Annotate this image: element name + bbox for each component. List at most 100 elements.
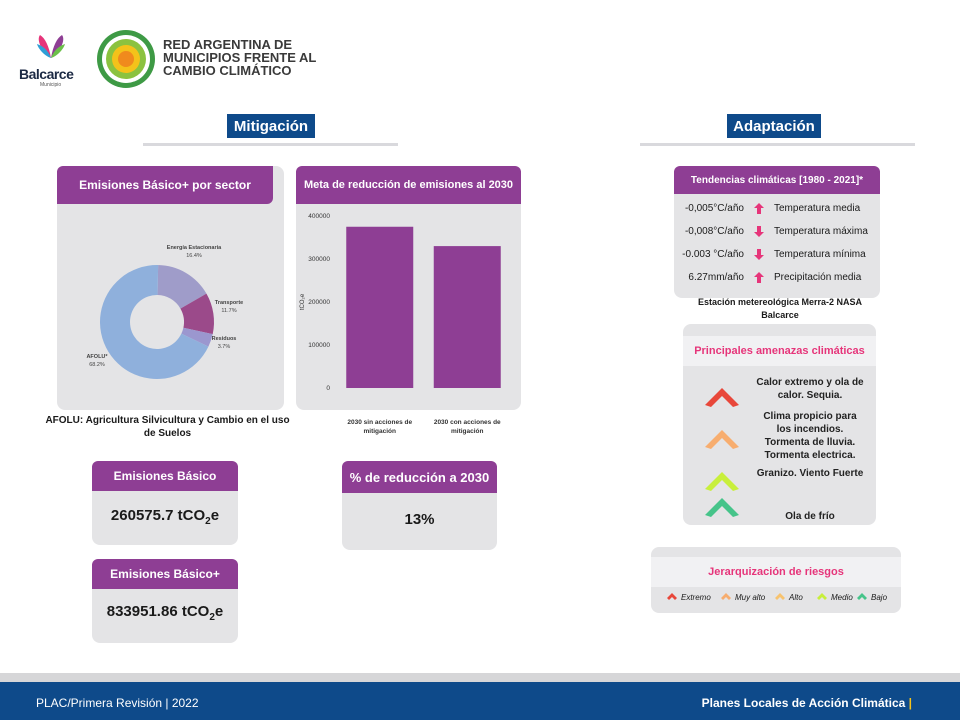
y-axis-label: tCO₂e (300, 293, 306, 310)
amenazas-list: Calor extremo y ola de calor. Sequia. Cli… (683, 372, 876, 522)
jerarquizacion-title: Jerarquización de riesgos (651, 557, 901, 587)
legend-item: Bajo (857, 593, 887, 602)
footer-right: Planes Locales de Acción Climática | (701, 696, 912, 710)
riesgo-legend: Extremo Muy alto Alto Medio Bajo (667, 593, 897, 605)
meta-reduccion-card: Meta de reducción de emisiones al 2030 0… (296, 166, 521, 410)
threat-text: Clima propicio para los incendios. Torme… (763, 411, 857, 461)
threat-text: Granizo. Viento Fuerte (756, 468, 864, 479)
legend-chevron-icon (721, 593, 731, 602)
balcarce-sub: Municipio (40, 82, 62, 88)
amenazas-card: Principales amenazas climáticas Calor ex… (683, 324, 876, 525)
legend-chevron-icon (775, 593, 785, 602)
emisiones-basico-value: 260575.7 tCO2e (110, 507, 220, 527)
pie-value-label: 11.7% (221, 308, 236, 314)
legend-chevron-icon (667, 593, 677, 602)
tendencias-card: Tendencias climáticas [1980 - 2021]* -0,… (674, 166, 880, 298)
trend-label: Temperatura media (774, 202, 861, 214)
emisiones-sector-card: Emisiones Básico+ por sector Energía Est… (57, 166, 284, 410)
legend-chevron-icon (817, 593, 827, 602)
legend-item: Extremo (667, 593, 711, 602)
y-tick-label: 0 (326, 385, 330, 392)
y-tick-label: 300000 (308, 256, 330, 263)
trend-row: -0.003 °C/año Temperatura mínima (674, 244, 880, 264)
trend-value: -0.003 °C/año (682, 248, 744, 260)
legend-label: Extremo (681, 593, 711, 602)
pie-value-label: 68.2% (89, 362, 105, 368)
threat-text: Calor extremo y ola de calor. Sequia. (756, 377, 864, 401)
emisiones-sector-title: Emisiones Básico+ por sector (57, 166, 273, 204)
red-logo-line2: MUNICIPIOS FRENTE AL (163, 50, 317, 65)
section-mitigacion: Mitigación (227, 114, 315, 138)
risk-chevron-icon (703, 386, 741, 408)
jerarquizacion-card: Jerarquización de riesgos Extremo Muy alt… (651, 547, 901, 613)
sun-emblem-icon (97, 30, 155, 88)
footer-left: PLAC/Primera Revisión | 2022 (36, 696, 199, 710)
trend-label: Temperatura máxima (774, 225, 868, 237)
emisiones-basico-card: Emisiones Básico 260575.7 tCO2e (92, 461, 238, 545)
porcentaje-value: 13% (404, 511, 435, 528)
trend-label: Temperatura mínima (774, 248, 866, 260)
legend-item: Medio (817, 593, 853, 602)
trend-row: -0,005°C/año Temperatura media (674, 198, 880, 218)
trend-row: 6.27mm/año Precipitación media (674, 267, 880, 287)
pie-slice-3 (181, 327, 213, 347)
arrow-down-icon (750, 248, 768, 261)
trend-label: Precipitación media (774, 271, 862, 283)
emisiones-basico-plus-card: Emisiones Básico+ 833951.86 tCO2e (92, 559, 238, 643)
pie-label: Residuos (212, 336, 237, 342)
balcarce-text: Balcarce (19, 66, 74, 82)
donut-chart: Energía Estacionaria 16.4% Transporte 11.7%… (86, 245, 243, 379)
porcentaje-title: % de reducción a 2030 (342, 461, 497, 493)
legend-item: Alto (775, 593, 803, 602)
y-tick-label: 200000 (308, 299, 330, 306)
trend-row: -0,008°C/año Temperatura máxima (674, 221, 880, 241)
y-tick-label: 400000 (308, 213, 330, 220)
legend-label: Bajo (871, 593, 888, 602)
trend-value: -0,005°C/año (684, 202, 744, 214)
pie-label: Energía Estacionaria (167, 245, 222, 251)
tendencias-source: Estación metereológica Merra-2 NASA Balc… (697, 297, 863, 320)
arrow-up-icon (750, 271, 768, 284)
amenazas-title: Principales amenazas climáticas (683, 336, 876, 366)
bar-chart: 0 100000 200000 300000 400000 tCO₂e (300, 213, 501, 392)
bar-1 (346, 226, 414, 388)
red-argentina-logo: RED ARGENTINA DE MUNICIPIOS FRENTE AL CA… (95, 28, 325, 90)
pie-label: AFOLU* (86, 354, 108, 360)
legend-label: Medio (831, 593, 853, 602)
meta-reduccion-title: Meta de reducción de emisiones al 2030 (296, 166, 521, 204)
legend-label: Muy alto (735, 593, 766, 602)
pie-slice-2 (180, 293, 214, 335)
arrow-up-icon (750, 202, 768, 215)
risk-chevron-icon (703, 496, 741, 518)
legend-chevron-icon (857, 593, 867, 602)
red-logo-line3: CAMBIO CLIMÁTICO (163, 63, 292, 78)
x-tick-label: 2030 sin acciones de mitigación (347, 419, 413, 435)
pie-value-label: 16.4% (186, 253, 202, 259)
risk-chevron-icon (703, 428, 741, 450)
footer: PLAC/Primera Revisión | 2022 Planes Loca… (0, 682, 960, 720)
porcentaje-card: % de reducción a 2030 13% (342, 461, 497, 550)
mitigacion-divider (143, 143, 398, 146)
pie-label: Transporte (215, 300, 243, 306)
trend-value: 6.27mm/año (688, 271, 744, 283)
bar-2 (433, 246, 501, 388)
tendencias-list: -0,005°C/año Temperatura media -0,008°C/añ… (674, 198, 880, 298)
emisiones-basico-plus-value: 833951.86 tCO2e (106, 603, 224, 623)
x-tick-label: 2030 con acciones de mitigación (433, 419, 501, 435)
trend-value: -0,008°C/año (684, 225, 744, 237)
emisiones-basico-title: Emisiones Básico (92, 461, 238, 491)
tendencias-title: Tendencias climáticas [1980 - 2021]* (674, 166, 880, 194)
pie-slice-1 (157, 265, 207, 309)
pie-slice-4 (99, 265, 209, 379)
bar-x-labels: 2030 sin acciones de mitigación 2030 con … (296, 418, 521, 442)
legend-item: Muy alto (721, 593, 765, 602)
arrow-down-icon (750, 225, 768, 238)
risk-chevron-icon (703, 470, 741, 492)
butterfly-icon (37, 35, 65, 58)
section-adaptacion: Adaptación (727, 114, 821, 138)
legend-label: Alto (789, 593, 803, 602)
balcarce-logo: Balcarce Municipio (18, 32, 84, 88)
footer-top-stripe (0, 673, 960, 682)
pie-value-label: 3.7% (218, 344, 231, 350)
emisiones-basico-plus-title: Emisiones Básico+ (92, 559, 238, 589)
